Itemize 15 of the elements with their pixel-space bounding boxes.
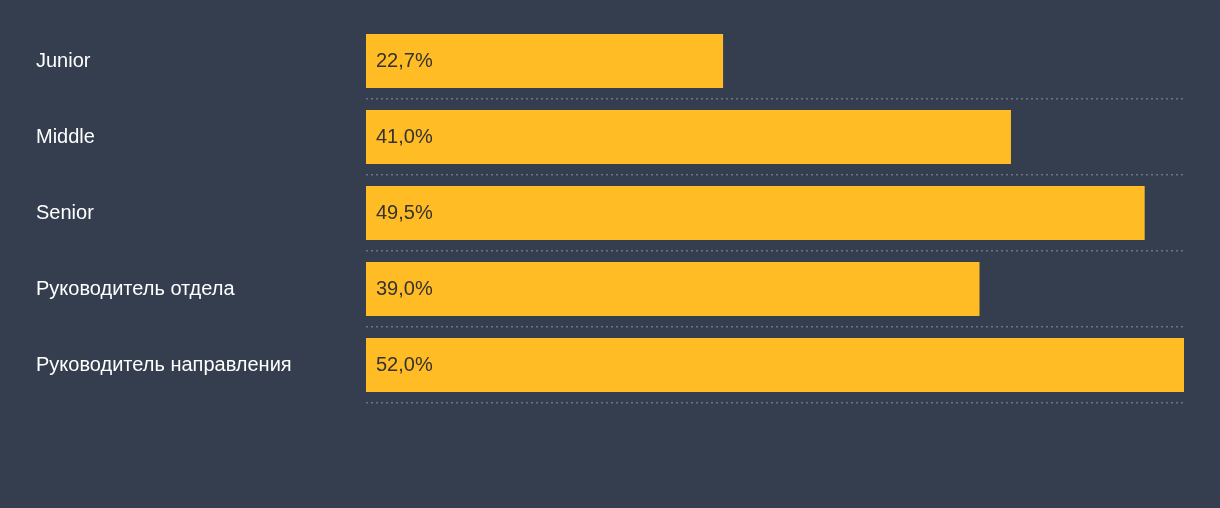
y-tick-label: Руководитель направления xyxy=(36,352,292,375)
data-label: 49,5% xyxy=(376,200,433,223)
data-label: 41,0% xyxy=(376,124,433,147)
data-label: 52,0% xyxy=(376,352,433,375)
bar xyxy=(366,338,1184,392)
y-tick-label: Senior xyxy=(36,200,95,223)
bar xyxy=(366,34,724,88)
data-label: 39,0% xyxy=(376,276,433,299)
data-label: 22,7% xyxy=(376,48,433,71)
bar xyxy=(366,186,1145,240)
bar xyxy=(366,262,980,316)
y-tick-label: Middle xyxy=(36,124,95,147)
y-tick-label: Руководитель отдела xyxy=(36,276,236,299)
bar xyxy=(366,110,1011,164)
y-tick-label: Junior xyxy=(36,48,91,71)
